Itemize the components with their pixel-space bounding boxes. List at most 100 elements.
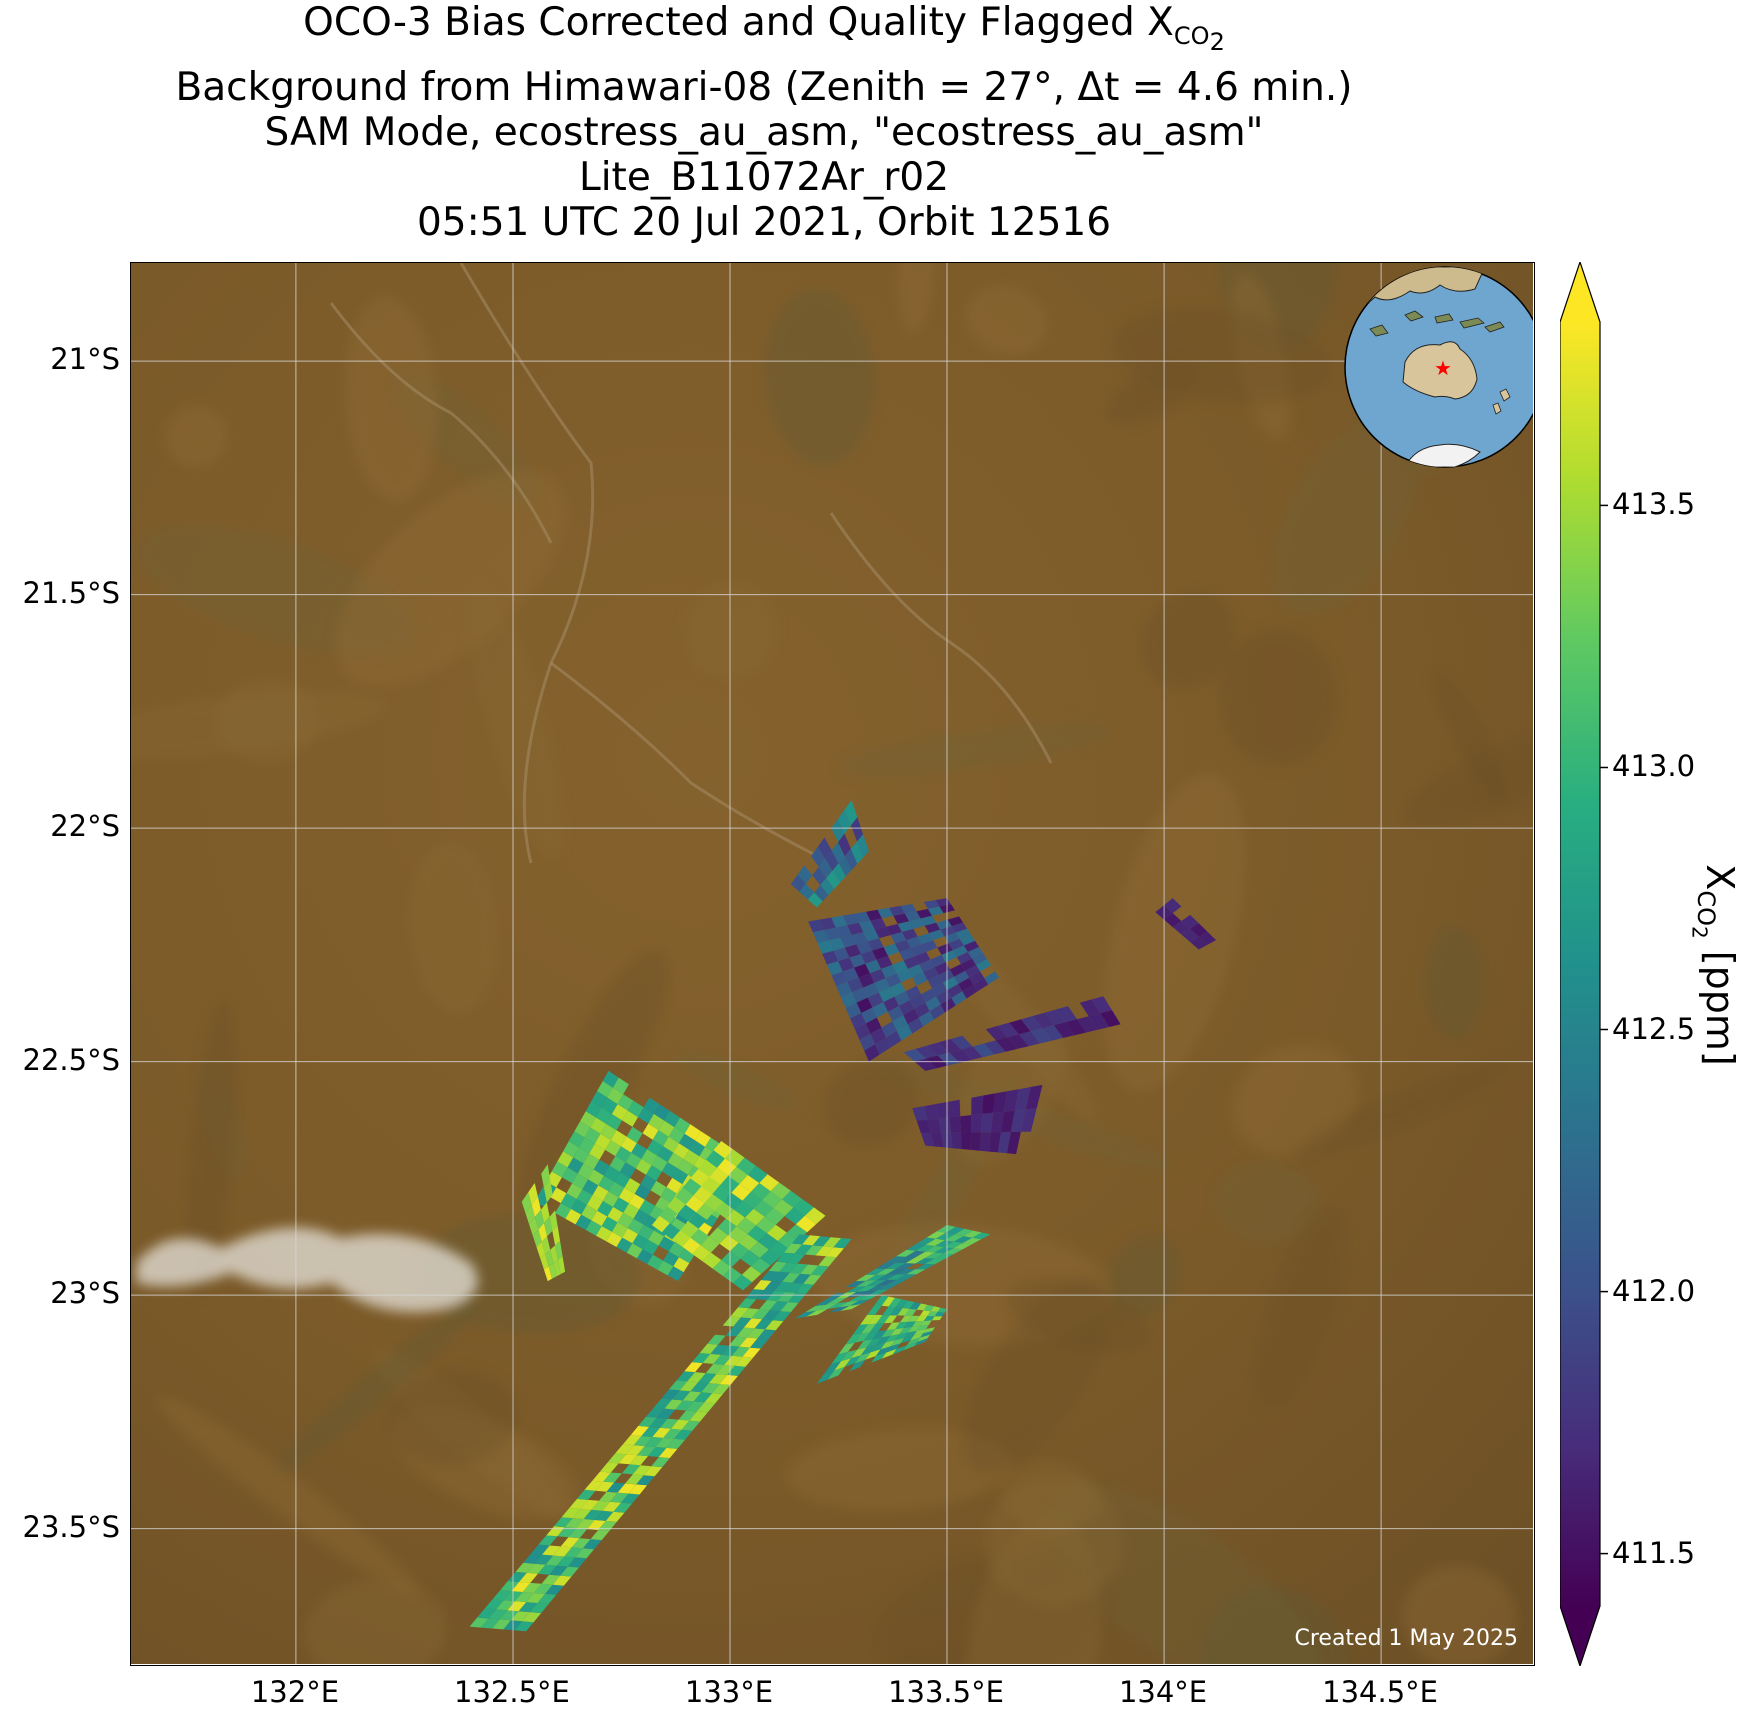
swath-7 xyxy=(808,898,1000,1062)
terrain-patch xyxy=(1141,590,1236,691)
xco2-footprint xyxy=(728,1166,748,1184)
colorbar-extend-top xyxy=(1560,262,1600,322)
xco2-footprint xyxy=(895,1263,916,1269)
xco2-footprint xyxy=(921,940,938,952)
title-line-3: SAM Mode, ecostress_au_asm, "ecostress_a… xyxy=(264,109,1264,155)
xco2-footprint xyxy=(860,1344,877,1356)
xco2-footprint xyxy=(1010,1109,1026,1132)
colorbar-tick-label: 413.5 xyxy=(1612,487,1696,522)
xco2-footprint xyxy=(907,1017,924,1034)
xco2-footprint xyxy=(872,1330,887,1340)
xco2-footprint xyxy=(894,991,910,1006)
xco2-footprint xyxy=(734,1356,754,1367)
globe-antarctica xyxy=(1404,443,1481,467)
xco2-footprint xyxy=(626,1445,645,1456)
xco2-footprint xyxy=(597,1081,613,1098)
xco2-footprint xyxy=(958,977,974,992)
xco2-footprint xyxy=(993,1091,1007,1113)
xco2-footprint xyxy=(571,1538,591,1549)
xco2-footprint xyxy=(921,1133,935,1147)
xco2-footprint xyxy=(976,959,992,972)
xco2-footprint xyxy=(924,922,941,934)
xco2-footprint xyxy=(521,1192,532,1213)
xco2-footprint xyxy=(634,1184,651,1200)
y-tick-label: 22.5°S xyxy=(22,1042,120,1077)
xco2-footprint xyxy=(753,1200,774,1217)
terrain-patch xyxy=(839,721,1114,777)
xco2-footprint xyxy=(910,994,926,1009)
xco2-footprint xyxy=(576,1519,595,1530)
xco2-footprint xyxy=(885,1334,900,1343)
xco2-footprint xyxy=(917,1324,929,1331)
y-tick-label: 23.5°S xyxy=(22,1509,120,1544)
xco2-footprint xyxy=(640,1174,657,1191)
xco2-footprint xyxy=(856,997,873,1013)
xco2-footprint xyxy=(808,892,823,908)
xco2-footprint xyxy=(728,1226,748,1243)
xco2-footprint xyxy=(817,940,834,954)
colorbar-extend-bottom xyxy=(1560,1606,1600,1666)
xco2-footprint xyxy=(652,1130,669,1147)
xco2-footprint xyxy=(954,1228,974,1237)
xco2-footprint xyxy=(741,1308,760,1319)
xco2-footprint xyxy=(545,1555,565,1566)
colorbar xyxy=(1560,262,1608,1666)
xco2-footprint xyxy=(934,1247,954,1254)
xco2-footprint xyxy=(574,1121,591,1138)
xco2-footprint xyxy=(925,1245,945,1253)
xco2-footprint xyxy=(677,1159,694,1175)
xco2-footprint xyxy=(876,1315,890,1324)
xco2-footprint xyxy=(511,1611,530,1622)
xco2-footprint xyxy=(664,1110,681,1128)
xco2-footprint xyxy=(568,1131,585,1148)
xco2-footprint xyxy=(916,1119,931,1134)
swath-10 xyxy=(1155,898,1217,950)
xco2-footprint xyxy=(856,941,873,955)
xco2-footprint xyxy=(868,1289,889,1296)
xco2-footprint xyxy=(851,1347,867,1359)
xco2-footprint xyxy=(561,1508,581,1519)
xco2-footprint xyxy=(940,926,956,937)
xco2-footprint xyxy=(896,1249,916,1257)
xco2-footprint xyxy=(800,1264,819,1275)
xco2-footprint xyxy=(774,1281,793,1292)
xco2-footprint xyxy=(676,1371,696,1382)
swath-3 xyxy=(469,1234,852,1632)
xco2-footprint xyxy=(563,1141,579,1158)
xco2-footprint xyxy=(892,1015,908,1031)
xco2-footprint xyxy=(639,1199,656,1216)
colorbar-ticks xyxy=(1600,504,1608,1555)
xco2-footprint xyxy=(910,944,927,957)
xco2-footprint xyxy=(784,1243,803,1254)
xco2-footprint xyxy=(773,1199,794,1217)
xco2-footprint xyxy=(984,971,1000,985)
xco2-footprint xyxy=(557,1256,566,1275)
xco2-footprint xyxy=(699,1343,718,1354)
xco2-footprint xyxy=(920,1320,932,1326)
xco2-footprint xyxy=(591,1091,608,1108)
terrain-patch xyxy=(962,1278,1111,1473)
xco2-footprint xyxy=(937,1307,947,1313)
xco2-footprint xyxy=(1181,928,1199,942)
xco2-footprint xyxy=(572,1173,589,1190)
terrain-patch xyxy=(1215,1162,1320,1244)
xco2-footprint xyxy=(944,932,960,944)
title-line-2: Background from Himawari-08 (Zenith = 27… xyxy=(175,64,1353,110)
xco2-footprint xyxy=(731,1346,750,1357)
xco2-footprint xyxy=(704,1194,724,1211)
xco2-footprint xyxy=(863,1331,879,1341)
xco2-footprint xyxy=(859,1033,876,1051)
xco2-footprint xyxy=(923,900,940,909)
xco2-footprint xyxy=(590,1530,610,1541)
xco2-footprint xyxy=(907,1337,921,1346)
xco2-footprint xyxy=(728,1336,747,1347)
xco2-footprint xyxy=(777,1291,796,1302)
xco2-footprint xyxy=(844,800,858,826)
terrain-patch xyxy=(275,1301,478,1472)
xco2-footprint xyxy=(682,1237,701,1255)
xco2-footprint xyxy=(605,1140,621,1157)
xco2-footprint xyxy=(910,1333,924,1341)
xco2-footprint xyxy=(856,1285,877,1292)
xco2-footprint xyxy=(709,1167,729,1185)
xco2-footprint xyxy=(823,1237,842,1248)
